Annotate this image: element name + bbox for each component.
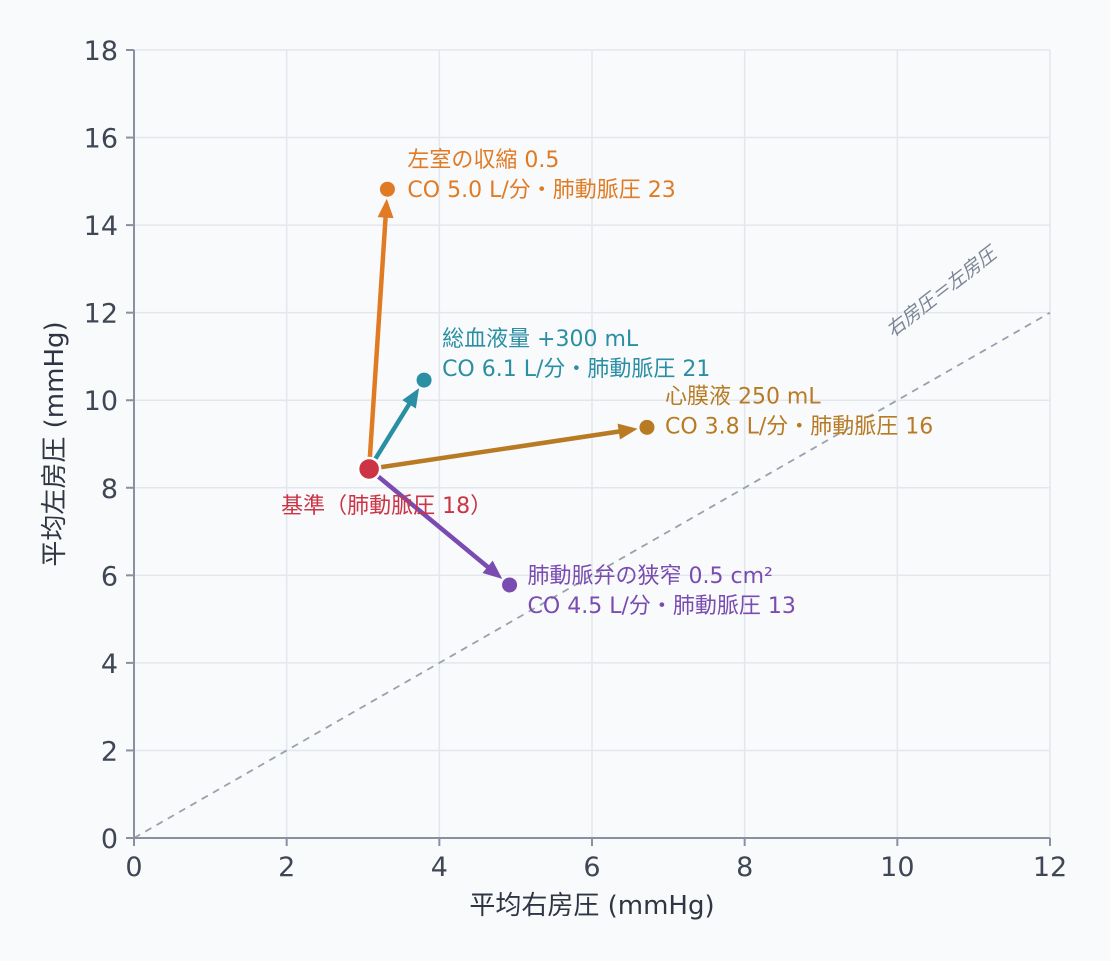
y-tick-label: 0 bbox=[101, 824, 118, 855]
arrow-shaft bbox=[373, 400, 413, 461]
y-tick-label: 2 bbox=[101, 736, 118, 767]
arrow-head bbox=[617, 423, 638, 440]
scenario-label-title: 左室の収縮 0.5 bbox=[407, 148, 559, 173]
scenario-label-title: 肺動脈弁の狭窄 0.5 cm² bbox=[528, 564, 773, 589]
scenario-label-title: 総血液量 +300 mL bbox=[442, 327, 639, 352]
y-tick-label: 10 bbox=[84, 386, 118, 417]
scenario-label-title: 心膜液 250 mL bbox=[665, 384, 821, 409]
y-tick-label: 16 bbox=[84, 124, 118, 155]
scenario-point bbox=[502, 577, 518, 593]
gridlines bbox=[134, 49, 1051, 838]
scenario-label-detail: CO 4.5 L/分・肺動脈圧 13 bbox=[528, 594, 796, 619]
x-tick-label: 2 bbox=[278, 852, 295, 883]
x-tick-label: 6 bbox=[583, 852, 600, 883]
baseline-label: 基準（肺動脈圧 18） bbox=[281, 494, 492, 519]
y-tick-label: 12 bbox=[84, 299, 118, 330]
arrow-shaft bbox=[376, 474, 492, 571]
y-tick-label: 4 bbox=[101, 649, 118, 680]
x-tick-label: 8 bbox=[736, 852, 753, 883]
y-tick-label: 18 bbox=[84, 36, 118, 67]
scenario-label-detail: CO 5.0 L/分・肺動脈圧 23 bbox=[407, 178, 675, 203]
x-tick-label: 12 bbox=[1033, 852, 1067, 883]
scenario-point bbox=[639, 419, 655, 435]
x-axis-title: 平均右房圧 (mmHg) bbox=[469, 891, 714, 921]
scenario-point bbox=[379, 181, 395, 197]
y-tick-label: 6 bbox=[101, 561, 118, 592]
arrow-head bbox=[377, 198, 394, 219]
axes: 0 2 4 6 8 10 12 0 2 4 6 8 10 12 14 16 18 bbox=[84, 36, 1068, 883]
x-tick-label: 10 bbox=[880, 852, 914, 883]
identity-reference-line bbox=[133, 311, 1051, 839]
arrow-head bbox=[482, 560, 503, 579]
x-tick-label: 0 bbox=[125, 852, 142, 883]
x-tick-label: 4 bbox=[431, 852, 448, 883]
y-tick-label: 14 bbox=[84, 211, 118, 242]
arrow-shaft bbox=[378, 429, 624, 470]
y-tick-label: 8 bbox=[101, 474, 118, 505]
scenario-label-detail: CO 6.1 L/分・肺動脈圧 21 bbox=[442, 357, 710, 382]
annotations: 左室の収縮 0.5 CO 5.0 L/分・肺動脈圧 23 総血液量 +300 mL C… bbox=[281, 148, 933, 619]
arrow-shaft bbox=[367, 213, 388, 460]
scenario-point bbox=[416, 372, 432, 388]
scenario-label-detail: CO 3.8 L/分・肺動脈圧 16 bbox=[665, 414, 933, 439]
y-axis-title: 平均左房圧 (mmHg) bbox=[40, 321, 70, 566]
arrow-head bbox=[402, 388, 420, 409]
arrows bbox=[367, 198, 638, 579]
points bbox=[356, 181, 655, 593]
baseline-point bbox=[356, 456, 382, 482]
